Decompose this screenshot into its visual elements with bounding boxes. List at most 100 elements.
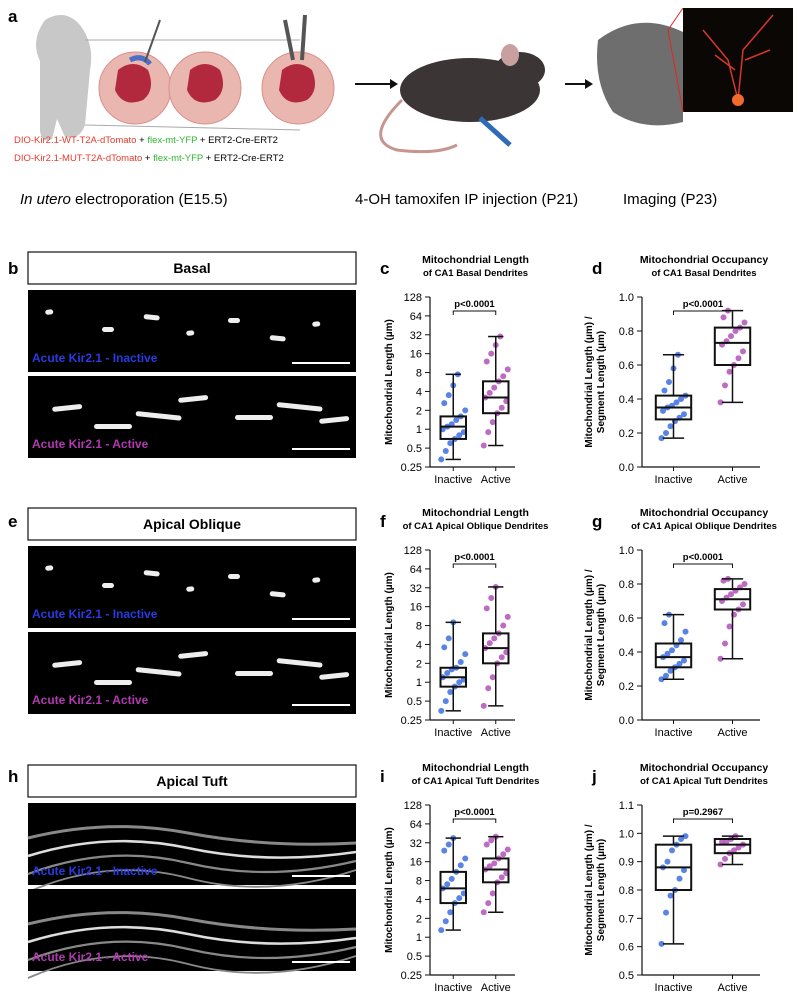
data-point [667,667,674,674]
data-point [678,836,684,842]
mouse-tail [379,98,458,154]
annotation: p<0.0001 [454,807,495,818]
y-tick-label: 0.0 [619,462,634,474]
box [713,326,752,367]
data-point [682,628,689,635]
data-point [731,847,737,854]
data-point [442,918,449,925]
data-point [498,874,505,881]
data-point [726,623,733,630]
mitochondrion [235,671,273,676]
data-point [720,314,727,321]
guide-line [84,124,301,131]
y-tick-label: 0.8 [619,579,634,591]
data-point [669,647,675,654]
chart-title: Mitochondrial Occupancy [640,254,769,266]
region-header [27,764,357,798]
construct-line: DIO-Kir2.1-MUT-T2A-dTomato + flex-mt-YFP… [14,153,284,164]
mitochondrion [178,395,209,403]
y-tick-label: 16 [410,349,422,361]
image-label: Acute Kir2.1 - Active [32,693,149,707]
data-point [717,861,724,868]
micrograph [28,632,356,714]
chart-title: of CA1 Apical Tuft Dendrites [412,776,540,787]
mitochondrion [143,570,160,577]
mitochondrion [276,658,323,668]
data-point [681,411,687,418]
y-tick-label: 0.5 [619,970,634,982]
mitochondrion [186,586,195,592]
data-point [663,672,669,679]
y-tick-label: 32 [410,838,422,850]
data-point [488,837,495,844]
step-italic: In utero [20,191,71,208]
y-tick-label: 0.4 [619,394,634,406]
data-point [658,676,665,683]
x-tick-label: Inactive [655,982,693,994]
data-point [500,622,507,629]
mitochondrion [276,402,323,412]
micrograph [28,376,356,458]
y-tick-label: 0.8 [619,326,634,338]
construct: DIO-Kir2.1-WT-T2A-dTomato [14,135,136,146]
mitochondrion [319,416,350,424]
data-point [498,404,505,411]
mitochondrion [143,314,160,321]
mouse-silhouette [36,15,92,141]
data-point [740,601,746,608]
data-point [442,698,449,705]
image-label: Acute Kir2.1 - Inactive [32,607,158,621]
zoom-line [667,7,684,31]
step-caption: Imaging (P23) [623,191,717,208]
image-label: Acute Kir2.1 - Inactive [32,864,158,878]
data-point [480,909,487,916]
y-tick-label: 0.2 [619,681,634,693]
box [439,415,467,440]
data-point [483,605,490,612]
mitochondrion [312,577,321,583]
pipette [144,19,161,63]
chart-title: of CA1 Basal Dendrites [423,268,528,279]
embryo-head [279,64,316,103]
data-point [663,909,669,916]
data-point [664,858,671,865]
data-point [462,855,469,862]
data-point [667,892,674,899]
annotation: p<0.0001 [683,299,724,310]
data-point [486,863,493,870]
construct-line: DIO-Kir2.1-WT-T2A-dTomato + flex-mt-YFP … [14,135,278,146]
image-label: Acute Kir2.1 - Inactive [32,351,158,365]
box [654,642,693,669]
mitochondrion [269,335,286,342]
data-point [722,640,728,647]
data-point [735,355,742,362]
x-tick-label: Active [718,474,748,486]
y-tick-label: 8 [416,876,422,888]
mitochondrion [135,667,182,677]
y-tick-label: 1.0 [619,545,634,557]
data-point [491,635,498,642]
data-point [486,640,493,647]
region-title: Apical Tuft [156,773,228,789]
panel-label: j [591,767,597,786]
significance-bracket [673,818,733,823]
data-point [457,659,464,666]
y-tick-label: 1.0 [619,292,634,304]
significance-bracket [452,563,497,568]
data-point [488,350,495,357]
panel-label: d [592,259,602,278]
data-point [726,368,733,375]
x-tick-label: Inactive [655,474,693,486]
y-axis-label: Mitochondrial Length (µm) [384,827,395,953]
data-point [735,844,742,851]
electrodes [283,14,307,61]
data-point [673,399,680,406]
data-point [491,384,498,391]
mitochondrion [228,318,240,323]
data-point [456,679,463,686]
y-axis-label: Mitochondrial Length (µm) / [584,824,595,956]
y-axis-label: Mitochondrial Length (µm) [384,319,395,445]
mouse-ear [501,44,519,66]
data-point [741,319,748,326]
